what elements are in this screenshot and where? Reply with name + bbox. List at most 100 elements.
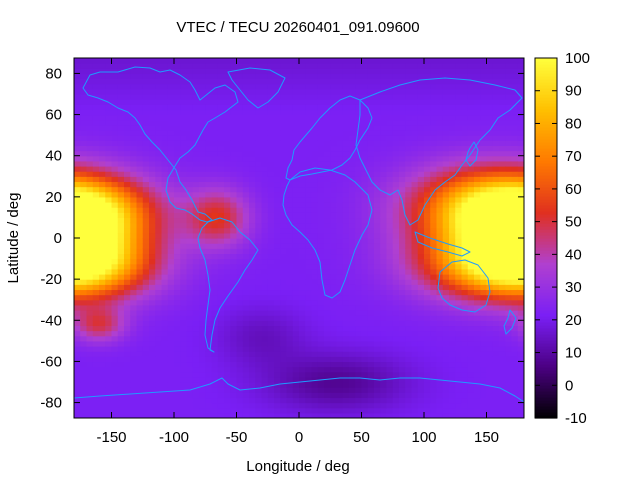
heatmap-cell	[361, 155, 369, 162]
heatmap-cell	[224, 284, 231, 291]
heatmap-cell	[180, 340, 188, 347]
heatmap-cell	[386, 346, 394, 352]
heatmap-cell	[124, 366, 131, 373]
heatmap-cell	[249, 253, 256, 260]
heatmap-cell	[111, 397, 119, 404]
heatmap-cell	[367, 238, 375, 244]
heatmap-cell	[155, 217, 163, 224]
heatmap-cell	[205, 407, 213, 414]
heatmap-cell	[355, 412, 363, 418]
heatmap-cell	[449, 387, 456, 393]
heatmap-cell	[174, 351, 181, 357]
heatmap-cell	[511, 407, 519, 414]
heatmap-cell	[224, 310, 231, 316]
heatmap-cell	[167, 186, 175, 193]
heatmap-cell	[117, 135, 125, 141]
heatmap-cell	[205, 212, 213, 219]
heatmap-cell	[311, 330, 319, 337]
heatmap-cell	[111, 140, 119, 147]
heatmap-cell	[330, 191, 338, 198]
heatmap-cell	[80, 310, 88, 316]
heatmap-cell	[299, 366, 306, 373]
heatmap-cell	[224, 119, 231, 126]
heatmap-cell	[211, 217, 219, 224]
heatmap-cell	[292, 145, 300, 152]
heatmap-cell	[199, 181, 206, 188]
heatmap-cell	[386, 294, 394, 301]
heatmap-cell	[274, 114, 281, 121]
heatmap-cell	[180, 356, 188, 363]
heatmap-cell	[517, 402, 524, 409]
heatmap-cell	[317, 284, 325, 291]
heatmap-cell	[155, 176, 163, 183]
heatmap-cell	[499, 397, 506, 404]
heatmap-cell	[424, 88, 431, 95]
heatmap-cell	[430, 248, 438, 255]
heatmap-cell	[149, 274, 156, 280]
heatmap-cell	[299, 330, 306, 337]
heatmap-cell	[442, 340, 450, 347]
heatmap-cell	[149, 140, 156, 147]
heatmap-cell	[180, 78, 188, 85]
heatmap-cell	[511, 325, 519, 332]
heatmap-cell	[280, 222, 288, 229]
heatmap-cell	[336, 356, 344, 363]
heatmap-cell	[467, 263, 475, 270]
heatmap-cell	[299, 73, 306, 80]
heatmap-cell	[236, 397, 244, 404]
heatmap-cell	[274, 268, 281, 275]
heatmap-cell	[124, 140, 131, 147]
heatmap-cell	[305, 243, 313, 249]
heatmap-cell	[305, 217, 313, 224]
heatmap-cell	[405, 407, 413, 414]
heatmap-cell	[249, 248, 256, 255]
heatmap-cell	[392, 402, 400, 409]
heatmap-cell	[480, 140, 488, 147]
heatmap-cell	[199, 366, 206, 373]
heatmap-cell	[205, 124, 213, 131]
heatmap-cell	[405, 248, 413, 255]
heatmap-cell	[436, 304, 444, 311]
heatmap-cell	[492, 104, 500, 111]
heatmap-cell	[155, 325, 163, 332]
heatmap-cell	[511, 186, 519, 193]
heatmap-cell	[436, 320, 444, 327]
heatmap-cell	[424, 94, 431, 100]
heatmap-cell	[174, 243, 181, 249]
heatmap-cell	[317, 361, 325, 368]
heatmap-cell	[349, 274, 356, 280]
heatmap-cell	[430, 279, 438, 285]
heatmap-cell	[305, 402, 313, 409]
heatmap-cell	[342, 361, 350, 368]
heatmap-cell	[330, 83, 338, 90]
heatmap-cell	[286, 248, 294, 255]
heatmap-cell	[230, 335, 238, 342]
heatmap-cell	[474, 392, 481, 399]
heatmap-cell	[199, 412, 206, 418]
heatmap-cell	[461, 284, 469, 291]
heatmap-cell	[217, 366, 225, 373]
heatmap-cell	[124, 248, 131, 255]
heatmap-cell	[305, 253, 313, 260]
heatmap-cell	[142, 382, 150, 388]
heatmap-cell	[442, 376, 450, 383]
heatmap-cell	[155, 407, 163, 414]
heatmap-cell	[486, 294, 494, 301]
heatmap-cell	[180, 88, 188, 95]
heatmap-cell	[142, 346, 150, 352]
heatmap-cell	[80, 227, 88, 234]
heatmap-cell	[142, 376, 150, 383]
heatmap-cell	[142, 176, 150, 183]
heatmap-cell	[399, 160, 406, 167]
heatmap-cell	[317, 330, 325, 337]
heatmap-cell	[449, 114, 456, 121]
heatmap-cell	[355, 371, 363, 378]
heatmap-cell	[342, 186, 350, 193]
heatmap-cell	[274, 397, 281, 404]
heatmap-cell	[449, 279, 456, 285]
heatmap-cell	[311, 222, 319, 229]
heatmap-cell	[99, 99, 106, 105]
heatmap-cell	[480, 407, 488, 414]
heatmap-cell	[74, 351, 81, 357]
heatmap-cell	[274, 392, 281, 399]
